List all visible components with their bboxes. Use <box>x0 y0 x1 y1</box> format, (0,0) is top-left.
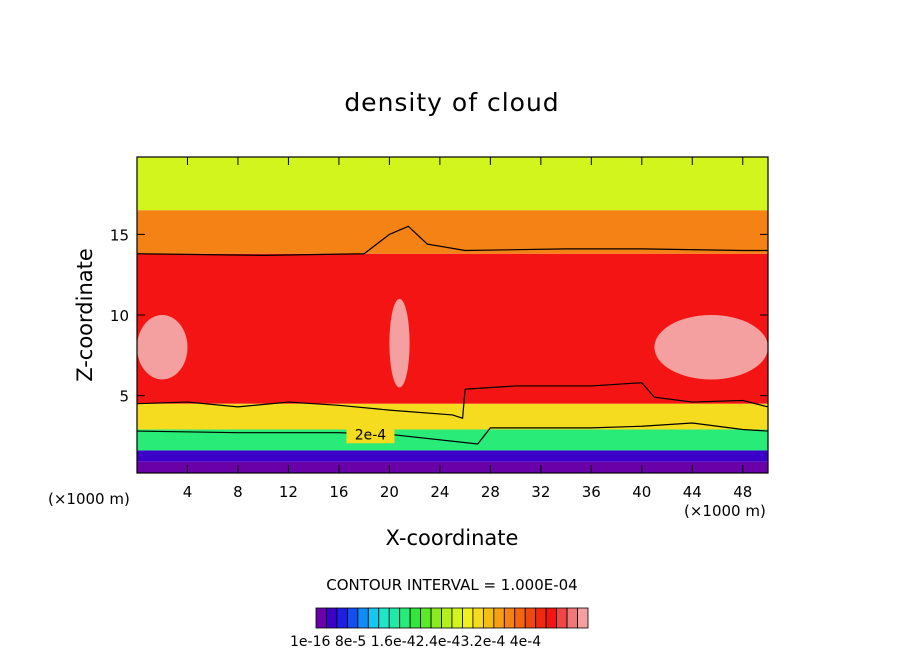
colorbar-swatch <box>566 607 578 629</box>
x-tick-label: 24 <box>430 483 449 501</box>
colorbar-swatch <box>378 607 390 629</box>
x-tick-label: 32 <box>531 483 550 501</box>
colorbar-swatch <box>524 607 537 629</box>
x-tick-label: 12 <box>279 483 298 501</box>
colorbar-swatch <box>367 607 380 629</box>
x-unit-label-right: (×1000 m) <box>684 502 766 520</box>
y-tick-label: 5 <box>119 388 129 406</box>
field-layer-1 <box>137 450 768 462</box>
x-tick-label: 4 <box>183 483 193 501</box>
contour-label: 2e-4 <box>355 427 387 443</box>
y-axis-label: Z-coordinate <box>73 248 97 382</box>
colorbar-swatch <box>462 607 474 629</box>
x-unit-label-left: (×1000 m) <box>48 490 130 508</box>
colorbar-swatch <box>315 607 327 629</box>
x-tick-label: 28 <box>481 483 500 501</box>
field-layer-4 <box>137 253 768 404</box>
contour-interval-text: CONTOUR INTERVAL = 1.000E-04 <box>326 576 578 594</box>
contour-line-0 <box>136 225 768 256</box>
colorbar-swatch <box>388 607 401 629</box>
colorbar-swatch <box>451 607 463 629</box>
contour-line-2 <box>136 422 769 445</box>
colorbar-swatch <box>503 607 516 629</box>
colorbar-swatch <box>430 607 442 629</box>
y-tick-label: 15 <box>110 226 129 244</box>
colorbar-swatch <box>420 607 432 629</box>
field-layer-6 <box>137 157 768 211</box>
x-tick-label: 44 <box>683 483 702 501</box>
colorbar-swatch <box>514 607 526 629</box>
y-tick-label: 10 <box>110 307 129 325</box>
high-core-1 <box>389 298 410 388</box>
colorbar-swatch <box>357 607 369 629</box>
high-core-2 <box>654 315 769 380</box>
colorbar-swatch <box>441 607 453 629</box>
field-layer-0 <box>137 461 768 473</box>
contour-label-bg <box>346 425 395 444</box>
colorbar-swatch <box>535 607 547 629</box>
colorbar-swatch <box>336 607 348 629</box>
chart-title: density of cloud <box>344 88 560 117</box>
high-core-0 <box>137 315 188 380</box>
x-tick-label: 16 <box>329 483 348 501</box>
colorbar-swatch <box>482 607 495 629</box>
colorbar-swatch <box>472 607 484 629</box>
colorbar-swatch <box>346 607 359 629</box>
colorbar-swatch <box>493 607 505 629</box>
colorbar-swatch <box>326 607 338 629</box>
x-tick-label: 8 <box>233 483 243 501</box>
colorbar-swatch <box>409 607 422 629</box>
field-layer-5 <box>137 210 768 254</box>
colorbar-swatch <box>577 607 589 629</box>
x-tick-label: 48 <box>733 483 752 501</box>
contour-line-1 <box>136 382 769 419</box>
x-tick-label: 20 <box>380 483 399 501</box>
x-tick-label: 36 <box>582 483 601 501</box>
colorbar-swatch <box>556 607 568 629</box>
colorbar-swatch <box>399 607 411 629</box>
colorbar-swatch <box>545 607 558 629</box>
x-axis-label: X-coordinate <box>385 526 519 550</box>
x-tick-label: 40 <box>632 483 651 501</box>
field-layer-3 <box>137 403 768 430</box>
colorbar-tick-labels: 1e-16 8e-5 1.6e-42.4e-43.2e-4 4e-4 <box>290 634 542 650</box>
field-layer-2 <box>137 429 768 451</box>
